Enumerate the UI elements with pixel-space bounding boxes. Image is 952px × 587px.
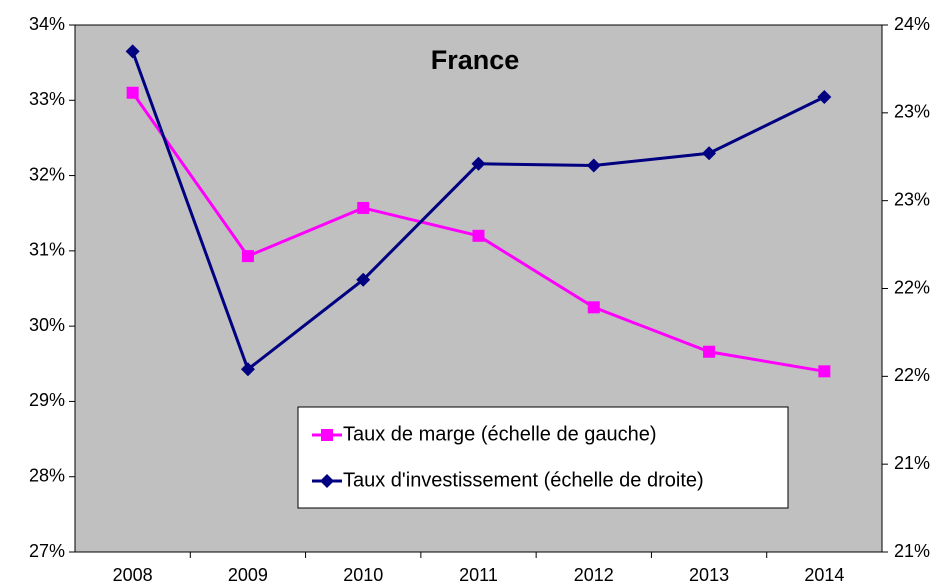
y2-tick-label: 21%: [894, 453, 930, 473]
x-tick-label: 2011: [459, 565, 498, 585]
marker: [587, 301, 600, 314]
x-tick-label: 2009: [228, 565, 268, 585]
legend-label: Taux de marge (échelle de gauche): [343, 423, 657, 445]
x-tick-label: 2013: [689, 565, 729, 585]
marker: [321, 429, 333, 441]
x-tick-label: 2014: [804, 565, 844, 585]
legend-label: Taux d'investissement (échelle de droite…: [343, 469, 704, 491]
y2-tick-label: 22%: [894, 365, 930, 385]
marker: [817, 90, 832, 105]
x-tick-label: 2008: [113, 565, 153, 585]
y-tick-label: 34%: [29, 14, 65, 34]
y-tick-label: 31%: [29, 240, 65, 260]
marker: [357, 201, 370, 214]
y-tick-label: 33%: [29, 89, 65, 109]
marker: [818, 365, 831, 378]
marker: [703, 345, 716, 358]
marker: [356, 272, 371, 287]
marker: [320, 474, 334, 488]
y2-tick-label: 22%: [894, 277, 930, 297]
y-tick-label: 32%: [29, 164, 65, 184]
marker: [241, 250, 254, 263]
marker: [126, 86, 139, 99]
marker: [472, 229, 485, 242]
marker: [125, 44, 140, 59]
x-tick-label: 2010: [343, 565, 383, 585]
y2-tick-label: 23%: [894, 189, 930, 209]
chart-title: France: [431, 45, 520, 75]
y2-tick-label: 21%: [894, 541, 930, 561]
y-tick-label: 29%: [29, 390, 65, 410]
marker: [471, 156, 486, 171]
y2-tick-label: 23%: [894, 102, 930, 122]
marker: [240, 362, 255, 377]
y2-tick-label: 24%: [894, 14, 930, 34]
y-tick-label: 27%: [29, 541, 65, 561]
y-tick-label: 28%: [29, 465, 65, 485]
x-tick-label: 2012: [574, 565, 614, 585]
marker: [702, 146, 717, 161]
y-tick-label: 30%: [29, 315, 65, 335]
legend: [297, 406, 789, 509]
marker: [586, 158, 601, 173]
